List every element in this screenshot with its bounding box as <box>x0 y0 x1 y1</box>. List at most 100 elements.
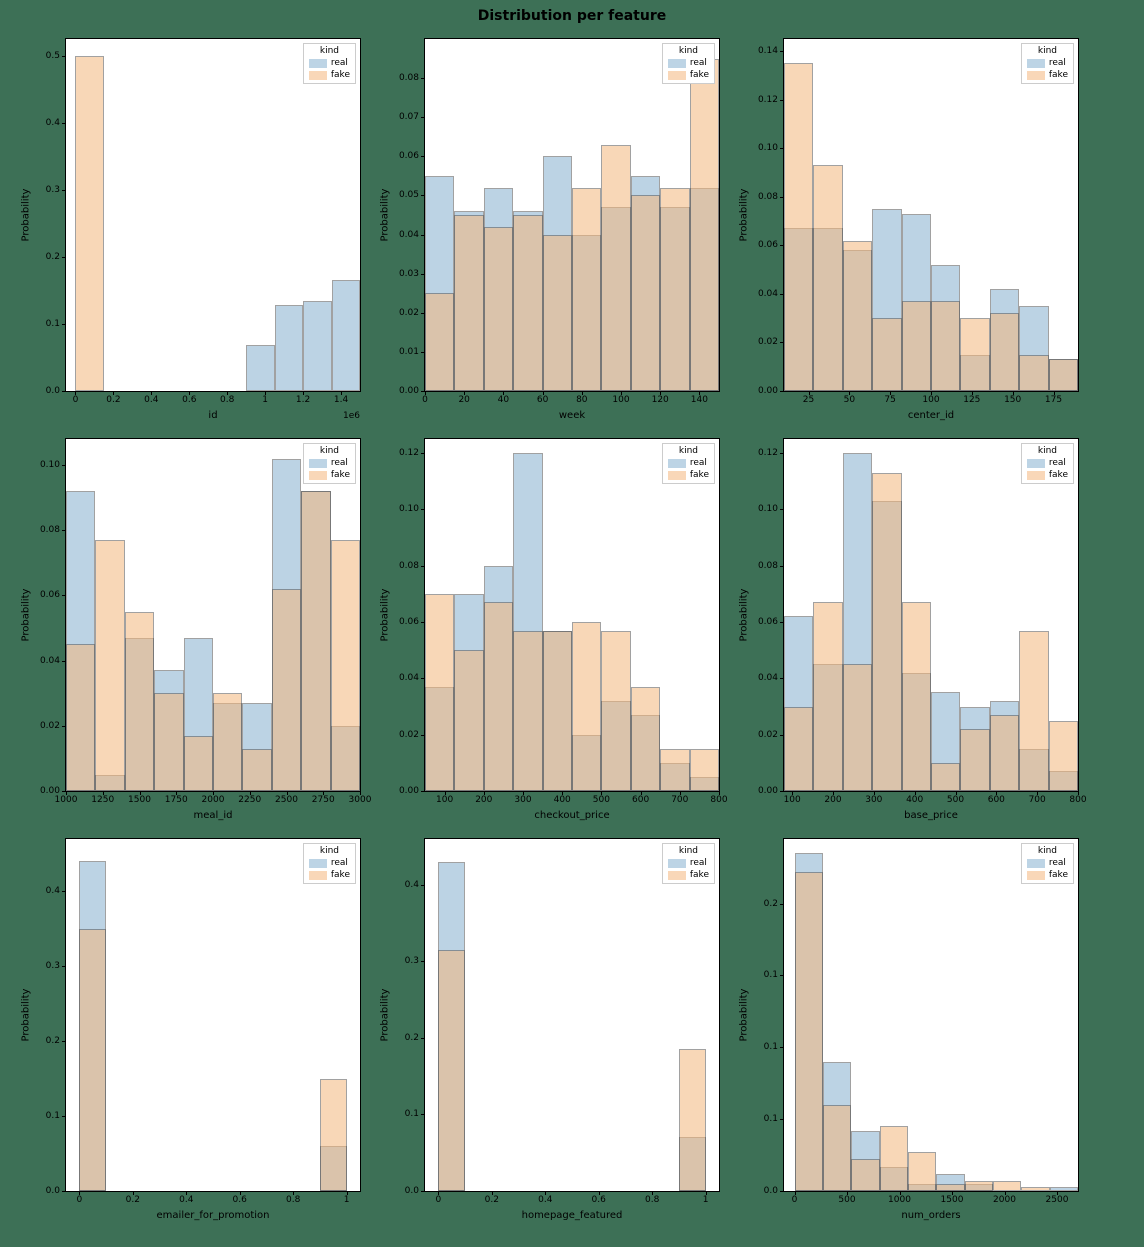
subplot-num_orders: Probabilitynum_orderskindrealfake0.00.10… <box>783 838 1079 1192</box>
legend-label: fake <box>690 69 709 81</box>
xlabel: meal_id <box>194 810 233 821</box>
bar-fake <box>213 693 242 791</box>
bar-fake <box>784 63 813 391</box>
bar-fake <box>66 644 95 791</box>
legend-swatch <box>309 859 327 868</box>
bar-fake <box>1049 721 1078 791</box>
ylabel: Probability <box>739 189 750 242</box>
bar-fake <box>484 227 513 391</box>
subplot-homepage_featured: Probabilityhomepage_featuredkindrealfake… <box>424 838 720 1192</box>
bar-fake <box>425 293 454 391</box>
bar-fake <box>601 145 630 391</box>
legend-entry-real: real <box>1027 57 1068 69</box>
subplot-center_id: Probabilitycenter_idkindrealfake0.000.02… <box>783 38 1079 392</box>
bar-fake <box>572 188 601 391</box>
legend-title: kind <box>309 846 350 856</box>
bar-fake <box>425 594 454 791</box>
xlabel: id <box>208 410 217 421</box>
bar-fake <box>125 612 154 791</box>
legend-entry-real: real <box>668 857 709 869</box>
legend-entry-fake: fake <box>668 469 709 481</box>
xlabel: base_price <box>904 810 958 821</box>
bar-fake <box>784 707 813 791</box>
bar-fake <box>543 235 572 391</box>
bar-fake <box>631 687 660 791</box>
legend: kindrealfake <box>303 843 356 884</box>
legend-label: fake <box>1049 69 1068 81</box>
legend-label: real <box>331 457 348 469</box>
legend: kindrealfake <box>1021 443 1074 484</box>
subplot-checkout_price: Probabilitycheckout_pricekindrealfake0.0… <box>424 438 720 792</box>
legend-label: real <box>331 857 348 869</box>
bar-fake <box>931 301 960 391</box>
legend-swatch <box>309 871 327 880</box>
legend-entry-real: real <box>668 57 709 69</box>
bar-fake <box>813 602 842 791</box>
legend-swatch <box>309 471 327 480</box>
legend-title: kind <box>1027 846 1068 856</box>
bar-fake <box>95 540 124 791</box>
bar-fake <box>936 1184 964 1191</box>
legend-label: real <box>690 857 707 869</box>
legend: kindrealfake <box>1021 843 1074 884</box>
bar-fake <box>990 313 1019 391</box>
bars-layer <box>425 439 719 791</box>
legend-label: fake <box>1049 469 1068 481</box>
bar-fake <box>795 872 823 1191</box>
legend-entry-real: real <box>668 457 709 469</box>
legend-label: fake <box>331 469 350 481</box>
legend-label: real <box>690 57 707 69</box>
bar-fake <box>631 195 660 391</box>
bar-fake <box>1019 355 1048 391</box>
xlabel: week <box>559 410 585 421</box>
legend-swatch <box>668 459 686 468</box>
bar-real <box>1050 1187 1078 1191</box>
legend: kindrealfake <box>1021 43 1074 84</box>
bar-fake <box>872 473 901 791</box>
bar-real <box>332 280 360 391</box>
subplot-id: Probabilityid1e6kindrealfake0.00.10.20.3… <box>65 38 361 392</box>
bar-fake <box>660 188 689 391</box>
ylabel: Probability <box>380 989 391 1042</box>
bar-fake <box>272 589 301 791</box>
legend: kindrealfake <box>303 443 356 484</box>
bar-fake <box>902 301 931 391</box>
subplot-emailer_for_promotion: Probabilityemailer_for_promotionkindreal… <box>65 838 361 1192</box>
legend-entry-fake: fake <box>309 69 350 81</box>
bars-layer <box>66 839 360 1191</box>
legend-swatch <box>1027 471 1045 480</box>
legend-swatch <box>668 871 686 880</box>
bar-fake <box>660 749 689 791</box>
bars-layer <box>784 839 1078 1191</box>
bar-fake <box>331 540 360 791</box>
bar-fake <box>813 165 842 391</box>
ylabel: Probability <box>21 589 32 642</box>
legend: kindrealfake <box>662 43 715 84</box>
legend-entry-real: real <box>309 857 350 869</box>
legend: kindrealfake <box>662 443 715 484</box>
x-offset-text: 1e6 <box>343 411 360 421</box>
legend-label: fake <box>690 469 709 481</box>
bar-fake <box>902 602 931 791</box>
legend-swatch <box>1027 871 1045 880</box>
bar-fake <box>679 1049 706 1191</box>
bar-fake <box>823 1105 851 1191</box>
bar-fake <box>1049 359 1078 391</box>
legend: kindrealfake <box>662 843 715 884</box>
bars-layer <box>425 39 719 391</box>
legend-title: kind <box>1027 46 1068 56</box>
bars-layer <box>66 39 360 391</box>
bar-fake <box>75 56 103 391</box>
legend-swatch <box>668 59 686 68</box>
legend-swatch <box>1027 71 1045 80</box>
bar-fake <box>843 664 872 791</box>
bar-fake <box>690 749 719 791</box>
bar-fake <box>484 602 513 791</box>
legend-swatch <box>1027 59 1045 68</box>
bar-fake <box>513 215 542 391</box>
legend-title: kind <box>309 446 350 456</box>
legend-entry-real: real <box>1027 857 1068 869</box>
legend-label: real <box>1049 57 1066 69</box>
legend-title: kind <box>668 46 709 56</box>
ylabel: Probability <box>380 589 391 642</box>
